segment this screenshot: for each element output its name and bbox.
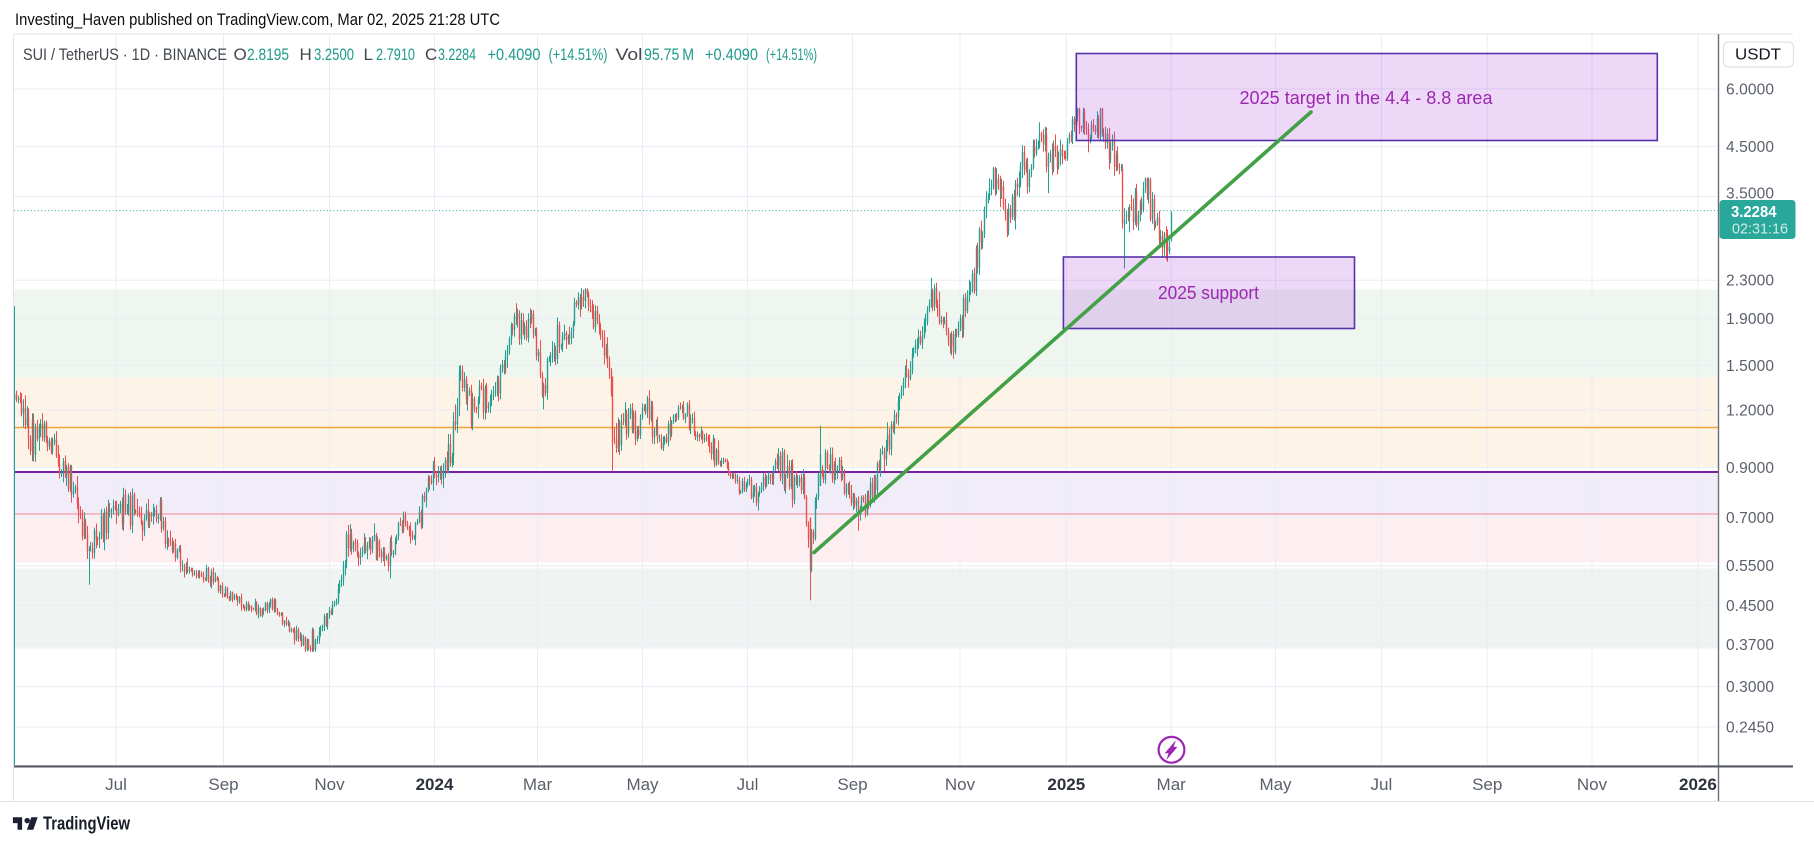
svg-text:0.3700: 0.3700: [1726, 637, 1774, 654]
svg-text:2025 support: 2025 support: [1158, 282, 1259, 303]
svg-text:3.2500: 3.2500: [314, 45, 354, 64]
svg-text:SUI / TetherUS · 1D · BINANCE: SUI / TetherUS · 1D · BINANCE: [23, 45, 227, 64]
svg-text:2.7910: 2.7910: [376, 45, 415, 64]
svg-text:95.75 M: 95.75 M: [644, 45, 694, 64]
svg-text:0.5500: 0.5500: [1726, 558, 1774, 575]
svg-text:Jul: Jul: [737, 775, 759, 794]
svg-text:May: May: [626, 775, 659, 794]
svg-text:2024: 2024: [416, 775, 454, 794]
svg-text:2025: 2025: [1047, 775, 1085, 794]
svg-text:2.8195: 2.8195: [247, 45, 289, 64]
svg-text:Investing_Haven published on T: Investing_Haven published on TradingView…: [15, 10, 500, 29]
svg-text:3.5000: 3.5000: [1726, 186, 1774, 203]
svg-text:+0.4090: +0.4090: [488, 45, 541, 64]
svg-text:May: May: [1259, 775, 1292, 794]
svg-text:(+14.51%): (+14.51%): [549, 45, 608, 64]
svg-text:0.2450: 0.2450: [1726, 719, 1774, 736]
svg-text:Sep: Sep: [1472, 775, 1502, 794]
svg-text:4.5000: 4.5000: [1726, 139, 1774, 156]
svg-text:6.0000: 6.0000: [1726, 81, 1774, 98]
svg-text:0.3000: 0.3000: [1726, 679, 1774, 696]
svg-text:USDT: USDT: [1735, 47, 1782, 64]
svg-text:1.5000: 1.5000: [1726, 358, 1774, 375]
svg-text:H: H: [300, 45, 312, 64]
svg-text:2026: 2026: [1679, 775, 1717, 794]
svg-text:1.2000: 1.2000: [1726, 403, 1774, 420]
svg-text:Sep: Sep: [208, 775, 238, 794]
svg-text:C: C: [425, 45, 437, 64]
svg-text:3.2284: 3.2284: [1731, 204, 1777, 221]
svg-text:Mar: Mar: [1157, 775, 1187, 794]
svg-text:Mar: Mar: [523, 775, 553, 794]
svg-text:0.9000: 0.9000: [1726, 460, 1774, 477]
svg-text:0.7000: 0.7000: [1726, 510, 1774, 527]
svg-text:2.3000: 2.3000: [1726, 273, 1774, 290]
svg-text:Jul: Jul: [105, 775, 127, 794]
svg-text:L: L: [364, 45, 373, 64]
svg-text:(+14.51%): (+14.51%): [766, 45, 817, 64]
svg-text:Nov: Nov: [945, 775, 976, 794]
svg-text:+0.4090: +0.4090: [705, 45, 758, 64]
svg-text:O: O: [234, 45, 247, 64]
svg-text:1.9000: 1.9000: [1726, 311, 1774, 328]
svg-text:2025 target in the 4.4 - 8.8 a: 2025 target in the 4.4 - 8.8 area: [1240, 87, 1494, 108]
svg-text:Nov: Nov: [314, 775, 345, 794]
svg-text:02:31:16: 02:31:16: [1732, 222, 1788, 238]
svg-text:Nov: Nov: [1577, 775, 1608, 794]
svg-text:Jul: Jul: [1371, 775, 1393, 794]
svg-text:Sep: Sep: [837, 775, 867, 794]
svg-text:Vol: Vol: [616, 45, 643, 64]
svg-text:TradingView: TradingView: [43, 813, 130, 834]
svg-text:0.4500: 0.4500: [1726, 598, 1774, 615]
svg-text:3.2284: 3.2284: [438, 45, 476, 64]
